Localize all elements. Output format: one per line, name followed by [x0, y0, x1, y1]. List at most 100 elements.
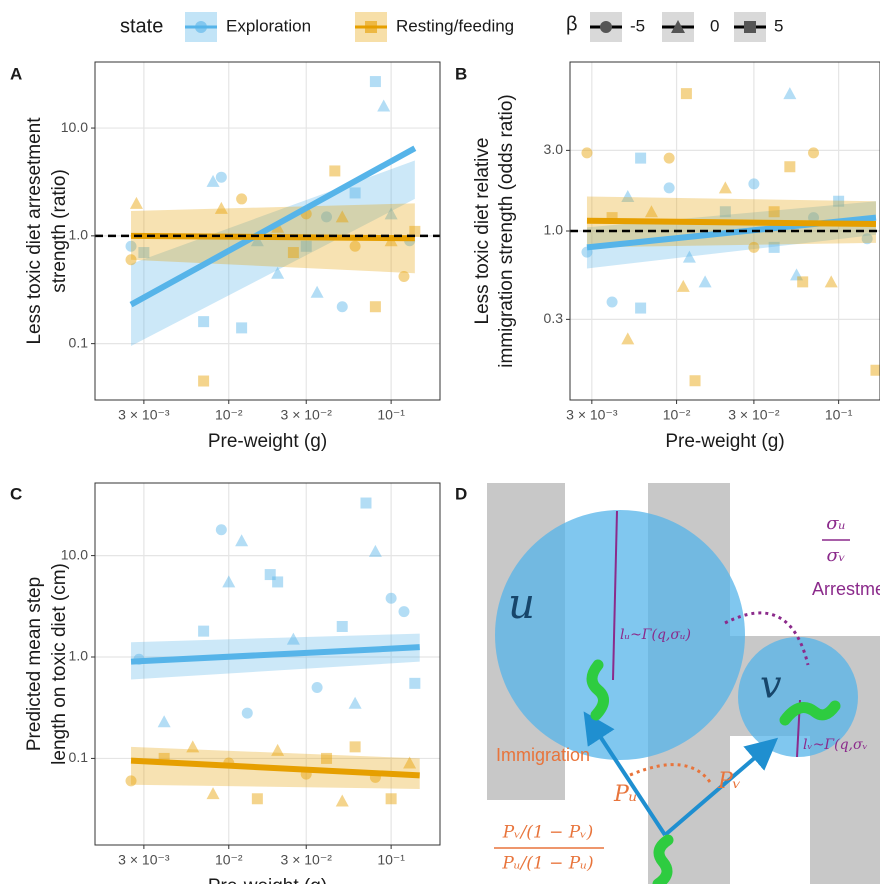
- x-tick-label: 10⁻²: [215, 852, 243, 868]
- point: [768, 206, 780, 218]
- point: [198, 316, 210, 328]
- point: [251, 793, 263, 805]
- panel-label: A: [10, 64, 22, 83]
- point: [321, 752, 333, 764]
- point: [698, 275, 712, 288]
- point: [310, 285, 324, 298]
- odds-den: Pᵤ/(1 − Pᵤ): [501, 854, 593, 874]
- x-axis-title: Pre-weight (g): [208, 431, 327, 452]
- x-tick-label: 10⁻¹: [377, 852, 405, 868]
- point: [833, 195, 845, 207]
- caterpillar: [652, 834, 674, 884]
- point: [748, 178, 760, 190]
- point: [129, 196, 143, 209]
- point: [215, 524, 227, 536]
- point: [158, 752, 170, 764]
- y-tick-label: 1.0: [69, 648, 89, 664]
- plot-area: [125, 497, 421, 807]
- legend: state Exploration Resting/feeding β -5 0…: [120, 12, 783, 42]
- point: [236, 322, 248, 334]
- point: [125, 775, 137, 787]
- point: [360, 497, 372, 509]
- ribbon: [131, 160, 415, 347]
- point: [336, 301, 348, 313]
- y-axis-title: length on toxic diet (cm): [49, 563, 70, 765]
- odds-num: Pᵥ/(1 − Pᵥ): [502, 823, 593, 843]
- fit-line: [129, 145, 417, 308]
- point: [329, 165, 341, 177]
- point: [369, 76, 381, 88]
- arrow-u: [583, 711, 667, 837]
- y-tick-label: 1.0: [69, 227, 89, 243]
- y-axis-title: Less toxic diet relative: [472, 138, 493, 325]
- caterpillar: [779, 700, 841, 726]
- point: [349, 240, 361, 252]
- point: [824, 275, 838, 288]
- y-axis-title: Predicted mean step: [24, 577, 45, 751]
- point: [236, 193, 248, 205]
- fit-line: [130, 644, 420, 665]
- point: [797, 276, 809, 288]
- point: [606, 212, 618, 224]
- point: [385, 793, 397, 805]
- point: [272, 576, 284, 588]
- legend-label: Exploration: [226, 16, 311, 35]
- immigration-arc: [629, 763, 714, 786]
- x-tick-label: 3 × 10⁻²: [728, 407, 780, 423]
- point: [398, 606, 410, 618]
- arrow-v: [663, 737, 779, 837]
- legend-title: β: [566, 13, 578, 35]
- label-v: v: [760, 663, 782, 707]
- sigma-den: σᵥ: [827, 545, 846, 566]
- point: [581, 147, 593, 159]
- point: [335, 210, 349, 223]
- y-tick-label: 0.1: [69, 749, 89, 765]
- point: [214, 201, 228, 214]
- point: [206, 787, 220, 800]
- point: [311, 682, 323, 694]
- x-axis-title: Pre-weight (g): [665, 431, 784, 452]
- point: [125, 254, 137, 266]
- x-tick-label: 10⁻¹: [825, 407, 853, 423]
- point: [206, 174, 220, 187]
- label-lv: lᵥ~Γ(q,σᵥ: [803, 737, 868, 753]
- point: [222, 575, 236, 588]
- y-tick-label: 0.1: [69, 334, 89, 350]
- x-tick-label: 3 × 10⁻³: [118, 852, 170, 868]
- legend-label: Resting/feeding: [396, 16, 514, 35]
- point: [682, 250, 696, 263]
- x-axis-title: Pre-weight (g): [208, 876, 327, 884]
- sigma-num: σᵤ: [826, 513, 845, 534]
- plot-bg: [95, 483, 440, 845]
- label-pv: Pᵥ: [717, 769, 741, 794]
- y-tick-label: 10.0: [61, 119, 88, 135]
- point: [368, 544, 382, 557]
- point: [635, 152, 647, 164]
- point: [198, 625, 210, 637]
- point: [635, 302, 647, 314]
- x-tick-label: 10⁻¹: [377, 407, 405, 423]
- point: [790, 268, 804, 281]
- point: [783, 87, 797, 100]
- x-tick-label: 3 × 10⁻²: [281, 852, 333, 868]
- y-tick-label: 3.0: [544, 141, 564, 157]
- point: [377, 99, 391, 112]
- plot-area: [95, 76, 440, 387]
- panel-label: B: [455, 64, 467, 83]
- panel-label: C: [10, 484, 22, 503]
- point: [349, 187, 361, 199]
- label-u: u: [508, 579, 535, 628]
- block: [810, 736, 880, 884]
- point: [409, 677, 421, 689]
- point: [235, 534, 249, 547]
- point: [870, 364, 880, 376]
- legend-label: -5: [630, 16, 645, 35]
- chart-panel: 3 × 10⁻³ 10⁻² 3 × 10⁻² 10⁻¹ 0.1 1.0 10.0 Pre-we…: [10, 482, 441, 889]
- y-tick-label: 10.0: [61, 546, 88, 562]
- point: [186, 740, 200, 753]
- legend-key: [744, 21, 756, 33]
- point: [271, 266, 285, 279]
- patch-v: [738, 637, 858, 757]
- legend-label: 0: [710, 16, 719, 35]
